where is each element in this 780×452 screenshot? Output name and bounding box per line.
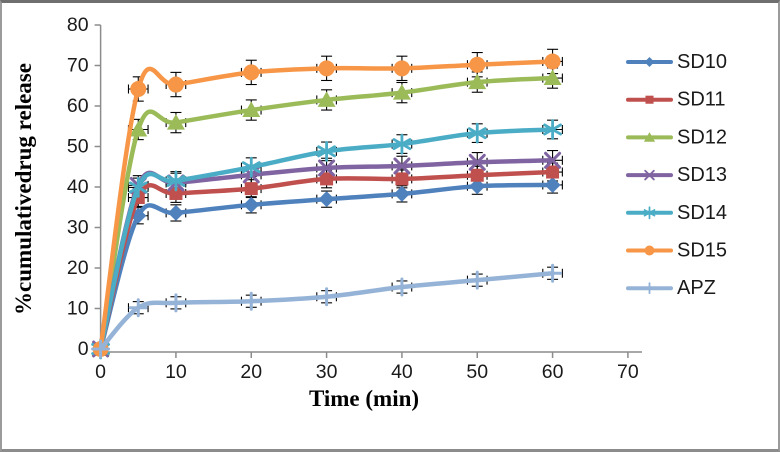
marker-SD14: [467, 122, 487, 144]
marker-SD10: [167, 204, 184, 221]
legend-marker-asterisk-icon: [643, 206, 656, 220]
marker-SD12: [129, 120, 148, 137]
legend-item-APZ: APZ: [626, 277, 716, 299]
legend-item-SD14: SD14: [626, 202, 727, 224]
y-tick-label: 20: [67, 257, 89, 279]
marker-SD12: [166, 114, 185, 130]
marker-SD11: [546, 165, 560, 179]
legend-item-SD11: SD11: [626, 89, 726, 111]
marker-SD15: [130, 80, 147, 97]
x-tick-label: 70: [617, 361, 639, 383]
marker-SD15: [167, 76, 184, 93]
marker-SD10: [469, 178, 486, 195]
x-tick-label: 20: [240, 361, 262, 383]
marker-SD15: [243, 64, 260, 81]
marker-SD15: [469, 56, 486, 73]
series-line-APZ: [98, 271, 555, 352]
marker-APZ: [467, 270, 487, 290]
marker-SD12: [543, 69, 562, 86]
marker-SD15: [544, 53, 561, 70]
y-tick-label: 10: [67, 298, 89, 320]
x-tick-label: 60: [542, 361, 564, 383]
x-tick-label: 10: [165, 361, 187, 383]
series-line-SD10: [98, 182, 555, 352]
legend-marker-square-icon: [645, 95, 654, 104]
legend-marker-triangle-icon: [643, 132, 656, 142]
x-tick-label: 40: [391, 361, 413, 383]
marker-SD13: [318, 159, 336, 177]
legend-item-SD10: SD10: [626, 51, 727, 73]
marker-APZ: [392, 277, 412, 297]
marker-SD14: [543, 119, 562, 140]
marker-SD13: [393, 157, 411, 175]
legend-item-SD13: SD13: [626, 164, 727, 186]
legend-marker-diamond-icon: [644, 57, 655, 67]
legend-marker-x-icon: [644, 169, 655, 181]
marker-APZ: [543, 263, 563, 283]
marker-SD14: [128, 177, 148, 198]
legend-label: SD13: [677, 164, 727, 186]
marker-SD10: [544, 176, 561, 193]
marker-SD14: [166, 170, 186, 192]
marker-SD11: [169, 186, 183, 200]
marker-SD13: [544, 151, 562, 169]
marker-SD12: [468, 73, 487, 90]
marker-SD10: [318, 191, 335, 208]
marker-SD15: [318, 60, 335, 77]
marker-SD10: [243, 196, 260, 213]
x-tick-label: 0: [95, 361, 106, 383]
series-line-SD14: [98, 127, 555, 352]
y-tick-label: 0: [78, 338, 89, 360]
marker-SD13: [468, 153, 486, 171]
marker-SD11: [470, 168, 484, 182]
y-tick-label: 60: [67, 95, 89, 117]
marker-SD11: [320, 172, 334, 186]
marker-APZ: [91, 339, 111, 359]
marker-SD12: [392, 84, 411, 100]
marker-APZ: [241, 291, 261, 311]
x-tick-label: 50: [466, 361, 488, 383]
marker-SD12: [317, 91, 336, 107]
marker-SD11: [244, 182, 258, 196]
legend-label: APZ: [677, 277, 716, 299]
y-tick-label: 30: [67, 217, 89, 239]
marker-SD12: [242, 101, 261, 118]
y-axis-title: %cumulativedrug release: [11, 63, 36, 315]
legend-label: SD14: [677, 202, 727, 224]
marker-SD14: [392, 133, 412, 155]
legend-label: SD12: [677, 126, 727, 148]
marker-APZ: [166, 293, 186, 313]
legend-label: SD15: [677, 240, 727, 262]
legend-label: SD11: [677, 89, 726, 111]
legend: SD10 SD11 SD12 SD13 SD14 SD15 APZ: [626, 51, 727, 299]
x-tick-label: 30: [316, 361, 338, 383]
legend-marker-circle-icon: [644, 245, 655, 256]
legend-marker-plus-icon: [643, 282, 656, 295]
marker-SD15: [393, 60, 410, 77]
x-axis-title: Time (min): [308, 386, 420, 411]
y-tick-label: 40: [67, 176, 89, 198]
marker-SD14: [317, 140, 336, 162]
y-tick-label: 70: [67, 55, 89, 77]
legend-label: SD10: [677, 51, 727, 73]
marker-SD11: [395, 172, 409, 186]
y-tick-label: 80: [67, 14, 89, 36]
marker-APZ: [317, 287, 337, 307]
marker-APZ: [128, 298, 148, 318]
marker-SD14: [241, 156, 261, 178]
marker-SD10: [393, 185, 410, 202]
series-line-SD12: [98, 75, 555, 352]
y-tick-label: 50: [67, 136, 89, 158]
legend-item-SD12: SD12: [626, 126, 727, 148]
legend-item-SD15: SD15: [626, 240, 727, 262]
